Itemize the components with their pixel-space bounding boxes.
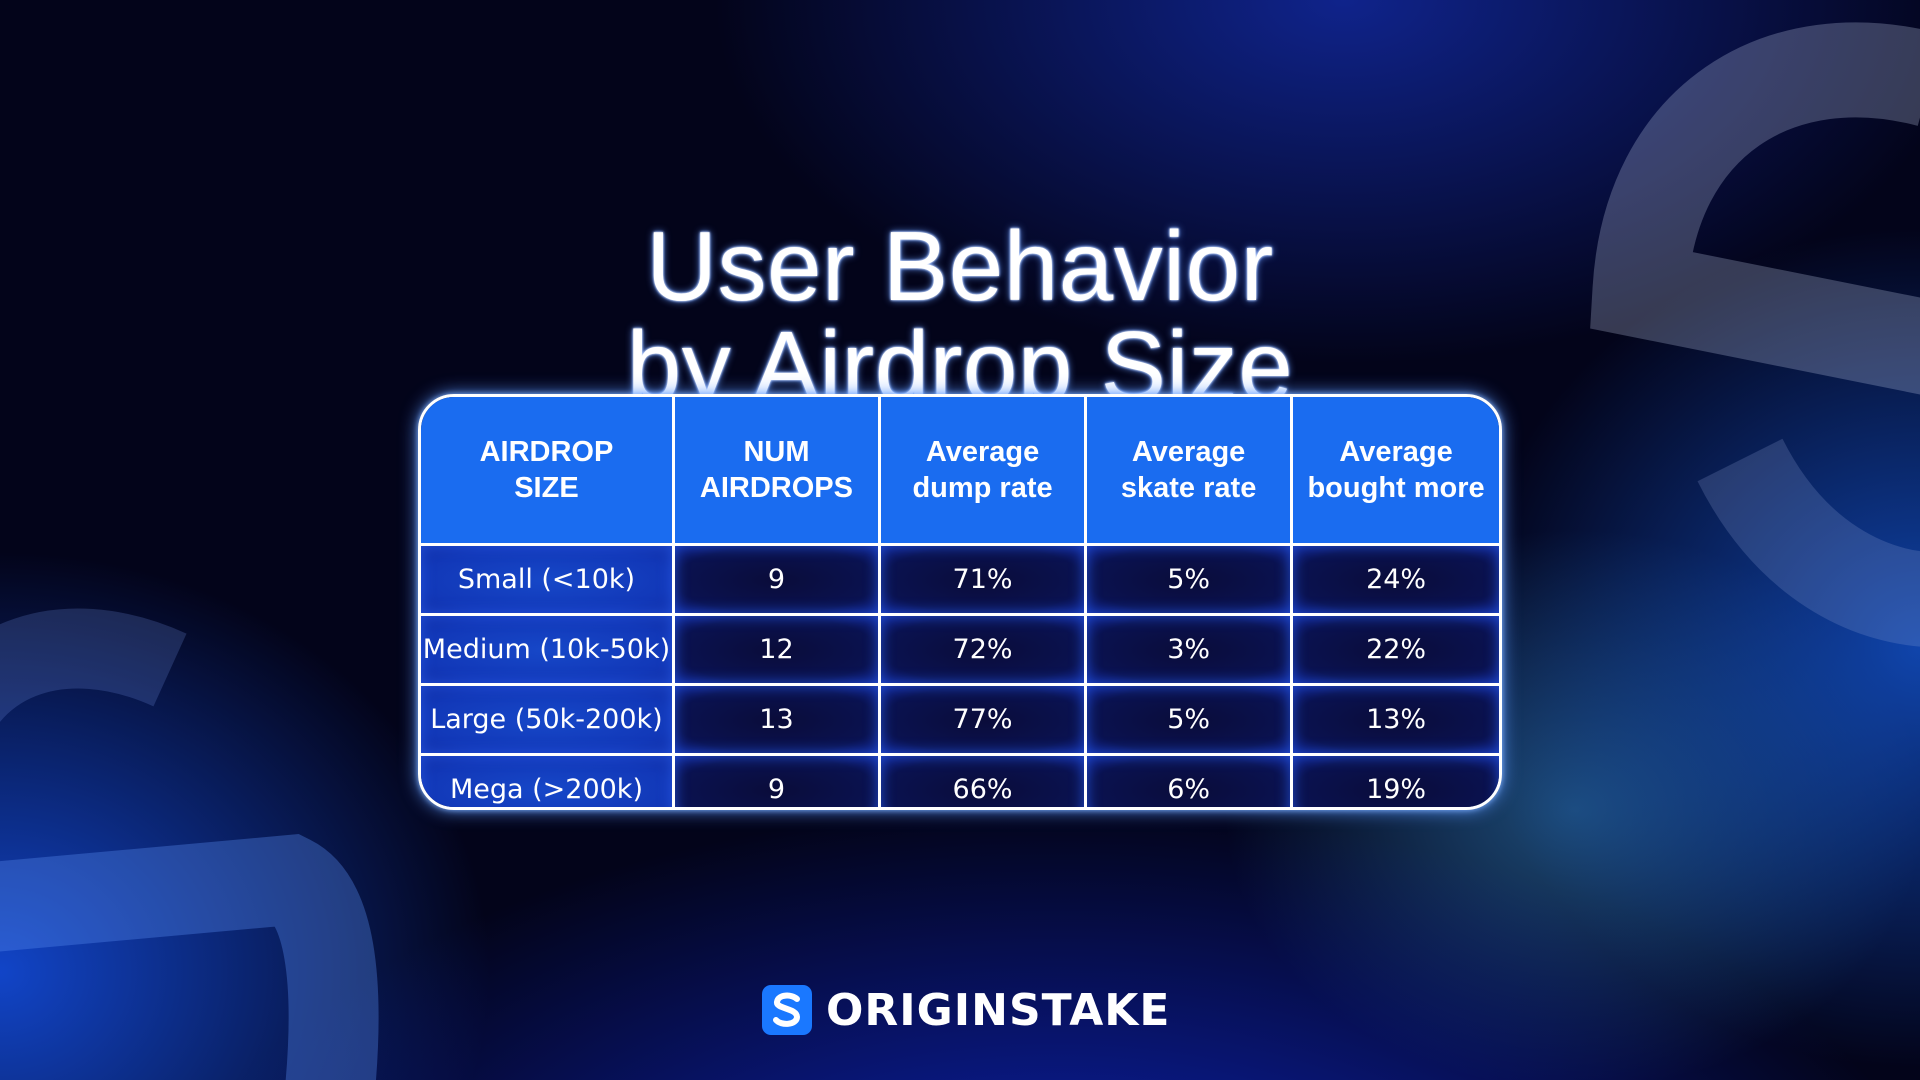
cell-skate-rate: 5% (1084, 683, 1294, 756)
cell-airdrop-size: Mega (>200k) (421, 753, 675, 807)
cell-skate-rate: 5% (1084, 543, 1294, 616)
table-header-row: AIRDROP SIZE NUM AIRDROPS Average dump r… (421, 397, 1499, 546)
cell-bought-more: 22% (1290, 613, 1499, 686)
cell-airdrop-size: Medium (10k-50k) (421, 613, 675, 686)
table-row: Mega (>200k) 9 66% 6% 19% (421, 753, 1499, 807)
cell-num-airdrops: 9 (671, 543, 882, 616)
s-logo-icon (762, 985, 812, 1035)
table-row: Medium (10k-50k) 12 72% 3% 22% (421, 613, 1499, 686)
cell-dump-rate: 71% (877, 543, 1088, 616)
header-average-dump-rate: Average dump rate (877, 397, 1088, 546)
airdrop-table: AIRDROP SIZE NUM AIRDROPS Average dump r… (421, 397, 1499, 807)
cell-num-airdrops: 9 (671, 753, 882, 807)
deco-s-shape-left (0, 608, 187, 723)
cell-bought-more: 13% (1290, 683, 1499, 756)
deco-s-shape-left-lower (0, 834, 379, 1080)
brand-name: ORIGINSTAKE (826, 984, 1171, 1036)
cell-num-airdrops: 12 (671, 613, 882, 686)
header-airdrop-size: AIRDROP SIZE (421, 397, 675, 546)
cell-skate-rate: 3% (1084, 613, 1294, 686)
title-line-1: User Behavior (646, 210, 1274, 321)
page-title: User Behavior by Airdrop Size (0, 216, 1920, 416)
cell-dump-rate: 66% (877, 753, 1088, 807)
cell-dump-rate: 72% (877, 613, 1088, 686)
cell-airdrop-size: Small (<10k) (421, 543, 675, 616)
cell-skate-rate: 6% (1084, 753, 1294, 807)
table-row: Large (50k-200k) 13 77% 5% 13% (421, 683, 1499, 756)
cell-bought-more: 24% (1290, 543, 1499, 616)
header-average-bought-more: Average bought more (1290, 397, 1499, 546)
airdrop-table-container: AIRDROP SIZE NUM AIRDROPS Average dump r… (418, 394, 1502, 810)
cell-bought-more: 19% (1290, 753, 1499, 807)
cell-airdrop-size: Large (50k-200k) (421, 683, 675, 756)
brand-footer: ORIGINSTAKE (762, 984, 1170, 1036)
deco-s-shape-right-lower (1697, 437, 1920, 647)
header-num-airdrops: NUM AIRDROPS (671, 397, 882, 546)
table-row: Small (<10k) 9 71% 5% 24% (421, 543, 1499, 616)
cell-num-airdrops: 13 (671, 683, 882, 756)
cell-dump-rate: 77% (877, 683, 1088, 756)
header-average-skate-rate: Average skate rate (1084, 397, 1294, 546)
